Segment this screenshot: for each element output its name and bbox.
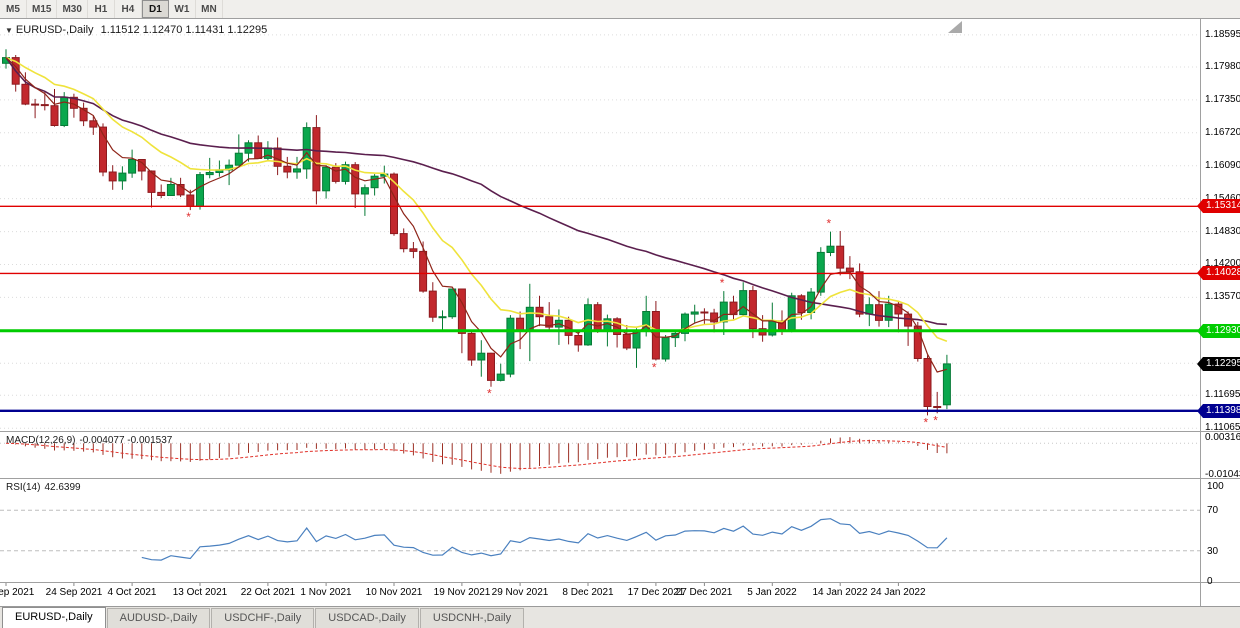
chart-symbol: EURUSD-,Daily <box>15 24 94 36</box>
rsi-indicator-label: RSI(14) 42.6399 <box>6 482 81 493</box>
macd-signal-line <box>5 440 947 470</box>
timeframe-button-m30[interactable]: M30 <box>57 0 88 18</box>
price-axis-label: 1.16720 <box>1205 127 1240 138</box>
svg-text:*: * <box>652 361 657 375</box>
date-axis-label: 19 Nov 2021 <box>433 587 491 598</box>
candlestick-chart[interactable]: * * * * * * * <box>0 19 1240 606</box>
price-axis-label: 1.17980 <box>1205 61 1240 72</box>
svg-text:*: * <box>720 276 725 290</box>
badge-arrow-icon <box>1197 266 1203 280</box>
chart-tab-usdcad-daily[interactable]: USDCAD-,Daily <box>315 608 419 628</box>
timeframe-button-w1[interactable]: W1 <box>169 0 196 18</box>
level-price-badge[interactable]: 1.14028 <box>1197 266 1240 280</box>
fractal-markers: * * * * * * * <box>186 210 938 429</box>
price-axis-label: 1.18595 <box>1205 29 1240 40</box>
rsi-name: RSI(14) <box>6 482 41 493</box>
date-axis-label: 15 Sep 2021 <box>0 587 35 598</box>
date-axis-label: 13 Oct 2021 <box>172 587 228 598</box>
chart-tabs-bar: EURUSD-,Daily AUDUSD-,Daily USDCHF-,Daily U… <box>0 606 1240 628</box>
timeframe-button-h4[interactable]: H4 <box>115 0 142 18</box>
price-axis-label: 1.15460 <box>1205 193 1240 204</box>
svg-text:*: * <box>924 415 929 429</box>
timeframe-button-m5[interactable]: M5 <box>0 0 27 18</box>
price-axis-label: 1.17350 <box>1205 94 1240 105</box>
price-axis-label: 1.11065 <box>1205 422 1240 433</box>
timeframe-button-d1[interactable]: D1 <box>141 0 169 18</box>
date-axis-label: 17 Dec 2021 <box>627 587 685 598</box>
svg-text:*: * <box>827 217 832 231</box>
price-axis-label: 1.16090 <box>1205 160 1240 171</box>
macd-axis-label: 0.00316 <box>1205 432 1240 443</box>
price-axis-label: 1.13570 <box>1205 291 1240 302</box>
date-axis-label: 5 Jan 2022 <box>747 587 797 598</box>
badge-arrow-icon <box>1197 357 1203 371</box>
badge-arrow-icon <box>1197 324 1203 338</box>
chart-tab-usdchf-daily[interactable]: USDCHF-,Daily <box>211 608 315 628</box>
date-axis-label: 10 Nov 2021 <box>365 587 423 598</box>
date-axis-label: 1 Nov 2021 <box>300 587 352 598</box>
moving-averages <box>5 56 948 373</box>
chart-tab-usdcnh-daily[interactable]: USDCNH-,Daily <box>419 608 525 628</box>
svg-text:*: * <box>186 210 191 224</box>
timeframe-button-m15[interactable]: M15 <box>27 0 58 18</box>
horizontal-levels[interactable] <box>0 205 1200 412</box>
chart-area[interactable]: * * * * * * * ▼ EURUSD-,Daily 1.11512 1.12470 1… <box>0 19 1240 606</box>
svg-text:*: * <box>487 387 492 401</box>
level-price-badge[interactable]: 1.12930 <box>1197 324 1240 338</box>
timeframe-button-mn[interactable]: MN <box>196 0 223 18</box>
current-price-badge: 1.12295 <box>1197 357 1240 371</box>
macd-name: MACD(12,26,9) <box>6 435 76 446</box>
svg-text:*: * <box>933 413 938 427</box>
date-axis-label: 4 Oct 2021 <box>107 587 157 598</box>
price-axis-label: 1.11695 <box>1205 389 1240 400</box>
rsi-axis-label: 0 <box>1207 576 1213 587</box>
price-axis-label: 1.14200 <box>1205 258 1240 269</box>
timeframe-toolbar: M5 M15 M30 H1 H4 D1 W1 MN <box>0 0 1240 19</box>
date-axis-label: 8 Dec 2021 <box>562 587 614 598</box>
price-axis-label: 1.14830 <box>1205 226 1240 237</box>
macd-axis-label: -0.01043 <box>1205 469 1240 480</box>
macd-histogram <box>15 437 948 474</box>
chart-dropdown-icon[interactable]: ▼ <box>5 26 13 35</box>
rsi-line <box>141 518 948 561</box>
timeframe-button-h1[interactable]: H1 <box>88 0 115 18</box>
badge-arrow-icon <box>1197 199 1203 213</box>
candles <box>2 49 951 416</box>
date-axis-label: 27 Dec 2021 <box>675 587 733 598</box>
level-price-badge[interactable]: 1.15314 <box>1197 199 1240 213</box>
badge-arrow-icon <box>1197 404 1203 418</box>
date-axis-label: 22 Oct 2021 <box>240 587 296 598</box>
rsi-axis-label: 70 <box>1207 505 1219 516</box>
date-axis-label: 14 Jan 2022 <box>812 587 868 598</box>
chart-tab-audusd-daily[interactable]: AUDUSD-,Daily <box>106 608 211 628</box>
rsi-value: 42.6399 <box>44 482 81 493</box>
chart-title: ▼ EURUSD-,Daily 1.11512 1.12470 1.11431 1… <box>5 24 267 36</box>
chart-ohlc-values: 1.11512 1.12470 1.11431 1.12295 <box>100 24 268 36</box>
level-price-badge[interactable]: 1.11398 <box>1197 404 1240 418</box>
date-axis-label: 24 Jan 2022 <box>870 587 926 598</box>
rsi-axis-label: 100 <box>1207 481 1224 492</box>
date-axis-label: 24 Sep 2021 <box>45 587 103 598</box>
chart-tab-eurusd-daily[interactable]: EURUSD-,Daily <box>2 607 106 628</box>
scroll-shift-marker[interactable] <box>948 21 962 33</box>
macd-indicator-label: MACD(12,26,9) -0.004077 -0.001537 <box>6 435 172 446</box>
date-axis-label: 29 Nov 2021 <box>491 587 549 598</box>
macd-values: -0.004077 -0.001537 <box>79 435 173 446</box>
rsi-axis-label: 30 <box>1207 546 1219 557</box>
